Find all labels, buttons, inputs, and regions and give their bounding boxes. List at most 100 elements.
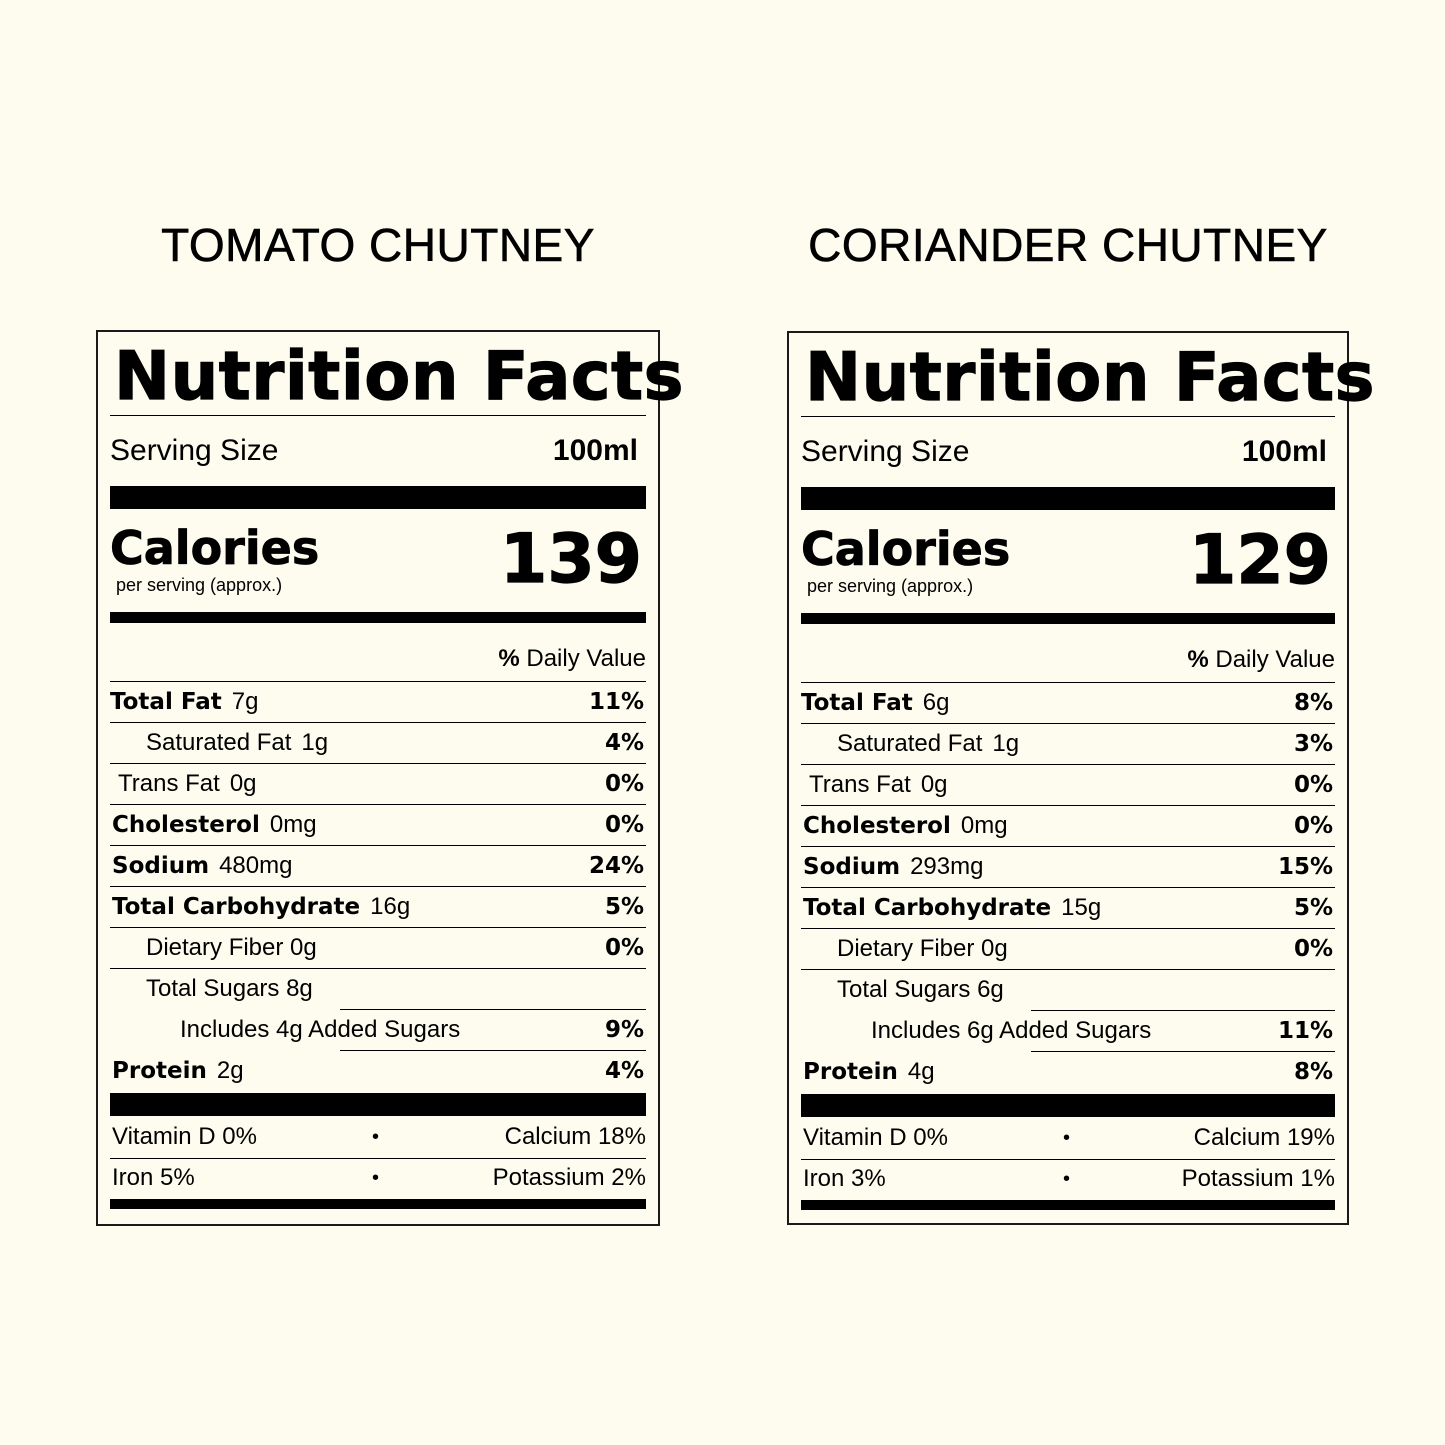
nutrient-label: Cholesterol — [803, 813, 951, 839]
nutrient-label: Includes 6g Added Sugars — [871, 1017, 1152, 1044]
daily-value-header: % Daily Value — [498, 643, 646, 675]
thick-bar — [110, 486, 646, 509]
daily-value-header: % Daily Value — [1187, 644, 1335, 676]
nutrient-label: Protein — [803, 1059, 898, 1085]
vitamin-right: Potassium 1% — [1181, 1165, 1335, 1192]
nutrient-amount: 1g — [301, 729, 329, 756]
nutrition-facts-heading: Nutrition Facts — [113, 336, 685, 415]
nutrient-name: Dietary Fiber 0g — [146, 928, 327, 968]
nutrient-label: Protein — [112, 1058, 207, 1084]
nutrient-amount: 480mg — [219, 852, 293, 879]
bottom-bar — [801, 1200, 1335, 1210]
nutrient-label: Trans Fat — [809, 771, 911, 798]
divider — [801, 1159, 1335, 1160]
nutrient-daily-value: 4% — [604, 730, 644, 756]
row-divider — [801, 723, 1335, 724]
nutrient-amount: 2g — [216, 1057, 244, 1084]
divider — [801, 416, 1335, 417]
nutrient-name: Saturated Fat 1g — [146, 723, 328, 763]
bullet-separator: • — [1063, 1168, 1071, 1190]
row-divider — [110, 722, 646, 723]
nutrient-name: Sodium 293mg — [803, 847, 983, 887]
thick-bar — [110, 1093, 646, 1116]
nutrient-name: Total Carbohydrate 16g — [112, 887, 410, 927]
nutrient-row-total-fat: Total Fat 7g 11% — [110, 682, 646, 723]
nutrient-row-cholesterol: Cholesterol 0mg 0% — [801, 806, 1335, 847]
nutrient-daily-value: 0% — [604, 771, 644, 797]
nutrient-label: Cholesterol — [112, 812, 260, 838]
nutrient-label: Saturated Fat — [837, 730, 983, 757]
nutrient-daily-value: 11% — [588, 689, 644, 715]
nutrient-row-dietary-fiber: Dietary Fiber 0g 0% — [801, 929, 1335, 970]
row-divider — [110, 845, 646, 846]
product-title: CORIANDER CHUTNEY — [808, 219, 1328, 272]
row-divider — [340, 1009, 646, 1010]
nutrient-label: Sodium — [803, 854, 901, 880]
nutrient-amount: 293mg — [910, 853, 984, 880]
nutrient-name: Trans Fat 0g — [118, 764, 257, 804]
nutrient-label: Total Fat — [110, 689, 222, 715]
nutrient-amount: 0g — [229, 770, 257, 797]
vitamin-row: Vitamin D 0% • Calcium 19% — [801, 1118, 1335, 1159]
nutrient-daily-value: 24% — [588, 853, 644, 879]
nutrient-row-total-sugars: Total Sugars 6g — [801, 970, 1335, 1011]
nutrient-label: Trans Fat — [118, 770, 220, 797]
bullet-separator: • — [1063, 1127, 1071, 1149]
nutrient-label: Total Sugars 8g — [146, 975, 313, 1002]
nutrient-daily-value: 5% — [1293, 895, 1333, 921]
serving-size-label: Serving Size — [110, 434, 279, 467]
nutrient-daily-value: 0% — [1293, 772, 1333, 798]
daily-value-text: Daily Value — [1215, 646, 1335, 673]
nutrient-daily-value: 11% — [1277, 1018, 1333, 1044]
nutrient-amount: 6g — [922, 689, 950, 716]
nutrient-name: Protein 2g — [112, 1051, 244, 1091]
nutrient-daily-value: 8% — [1293, 1059, 1333, 1085]
nutrient-name: Cholesterol 0mg — [803, 806, 1008, 846]
nutrient-daily-value: 8% — [1293, 690, 1333, 716]
vitamin-row: Iron 3% • Potassium 1% — [801, 1159, 1335, 1200]
percent-sign: % — [498, 645, 520, 672]
nutrient-daily-value: 5% — [604, 894, 644, 920]
nutrient-row-trans-fat: Trans Fat 0g 0% — [801, 765, 1335, 806]
row-divider — [801, 887, 1335, 888]
nutrient-label: Includes 4g Added Sugars — [180, 1016, 461, 1043]
nutrient-daily-value: 0% — [1293, 936, 1333, 962]
nutrition-facts-heading: Nutrition Facts — [804, 337, 1376, 416]
nutrient-row-sodium: Sodium 293mg 15% — [801, 847, 1335, 888]
nutrient-name: Total Carbohydrate 15g — [803, 888, 1101, 928]
label-body: Nutrition Facts Serving Size 100ml Calories… — [110, 332, 685, 1224]
calories-subtitle: per serving (approx.) — [116, 575, 283, 595]
nutrient-label: Dietary Fiber 0g — [146, 934, 317, 961]
calories-value: 129 — [1188, 520, 1331, 600]
nutrient-name: Dietary Fiber 0g — [837, 929, 1018, 969]
row-divider — [110, 968, 646, 969]
row-divider — [1031, 1051, 1335, 1052]
nutrient-row-total-carbohydrate: Total Carbohydrate 16g 5% — [110, 887, 646, 928]
nutrient-name: Cholesterol 0mg — [112, 805, 317, 845]
nutrient-row-saturated-fat: Saturated Fat 1g 4% — [110, 723, 646, 764]
serving-size-value: 100ml — [552, 434, 638, 467]
nutrient-daily-value: 0% — [604, 935, 644, 961]
vitamin-row: Iron 5% • Potassium 2% — [110, 1158, 646, 1199]
row-divider — [340, 1050, 646, 1051]
row-divider — [801, 805, 1335, 806]
nutrient-name: Total Fat 6g — [801, 683, 949, 723]
nutrient-name: Total Sugars 8g — [146, 969, 323, 1009]
daily-value-text: Daily Value — [526, 645, 646, 672]
nutrient-amount: 0mg — [960, 812, 1008, 839]
nutrient-amount: 0g — [920, 771, 948, 798]
nutrient-daily-value: 0% — [604, 812, 644, 838]
row-divider — [110, 927, 646, 928]
nutrient-row-cholesterol: Cholesterol 0mg 0% — [110, 805, 646, 846]
serving-size-label: Serving Size — [801, 435, 970, 468]
divider — [110, 1158, 646, 1159]
vitamin-row: Vitamin D 0% • Calcium 18% — [110, 1117, 646, 1158]
bullet-separator: • — [372, 1126, 380, 1148]
nutrient-daily-value: 4% — [604, 1058, 644, 1084]
nutrient-name: Total Fat 7g — [110, 682, 258, 722]
nutrient-amount: 0mg — [269, 811, 317, 838]
vitamin-right: Calcium 19% — [1193, 1124, 1335, 1151]
row-divider — [110, 804, 646, 805]
divider — [801, 682, 1335, 683]
vitamin-left: Iron 3% — [803, 1165, 886, 1192]
